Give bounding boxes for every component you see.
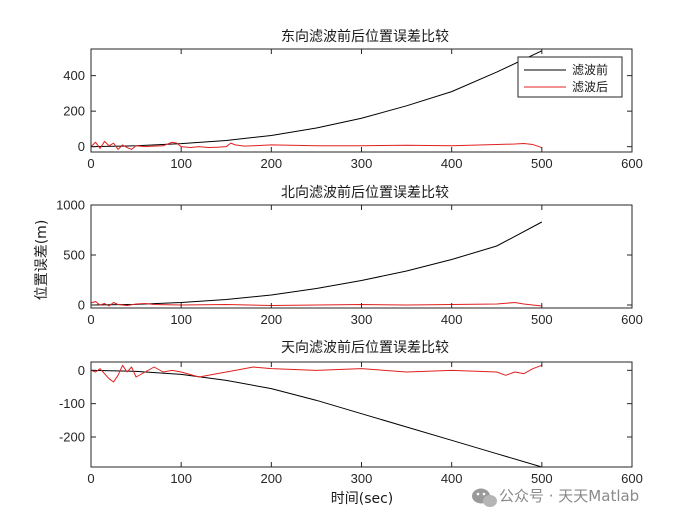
- x-axis-label: 时间(sec): [331, 491, 394, 507]
- subplot-title-up: 天向滤波前后位置误差比较: [281, 339, 449, 356]
- series-line-after-east: [90, 140, 542, 150]
- x-tick-label-up: 0: [87, 471, 94, 486]
- subplot-title-north: 北向滤波前后位置误差比较: [281, 184, 449, 201]
- legend-label-before: 滤波前: [572, 62, 608, 77]
- y-axis-label: 位置误差(m): [34, 220, 50, 301]
- x-tick-label-up: 500: [531, 471, 553, 486]
- y-tick-label-east: 400: [63, 68, 85, 83]
- watermark-text: 公众号 · 天天Matlab: [499, 487, 639, 505]
- plot-area-north: [91, 205, 632, 308]
- x-tick-label-north: 400: [441, 312, 463, 327]
- x-tick-label-east: 300: [351, 156, 373, 171]
- y-tick-label-north: 500: [63, 248, 85, 263]
- y-tick-label-up: -200: [59, 430, 85, 445]
- subplot-east: 东向滤波前后位置误差比较 0 100 200 300 400 500 600 0 200 400: [63, 28, 643, 171]
- x-tick-label-east: 600: [621, 156, 643, 171]
- x-tick-label-north: 200: [260, 312, 282, 327]
- x-tick-label-up: 400: [441, 471, 463, 486]
- x-tick-label-up: 100: [170, 471, 192, 486]
- x-tick-label-north: 300: [351, 312, 373, 327]
- y-tick-label-up: 0: [78, 363, 85, 378]
- series-line-after-up: [90, 364, 543, 383]
- y-tick-label-up: -100: [59, 396, 85, 411]
- series-line-before-north: [90, 221, 543, 306]
- series-line-before-up: [90, 369, 542, 468]
- y-tick-label-north: 1000: [56, 198, 85, 213]
- watermark: 公众号 · 天天Matlab: [472, 487, 639, 507]
- x-tick-label-east: 100: [170, 156, 192, 171]
- y-tick-label-east: 0: [78, 139, 85, 154]
- x-tick-label-east: 400: [441, 156, 463, 171]
- plot-area-up: [91, 362, 632, 467]
- x-tick-label-up: 600: [621, 471, 643, 486]
- x-tick-label-up: 200: [260, 471, 282, 486]
- wechat-icon: [472, 488, 497, 507]
- y-tick-label-east: 200: [63, 104, 85, 119]
- y-tick-label-north: 0: [78, 298, 85, 313]
- x-tick-label-north: 500: [531, 312, 553, 327]
- x-tick-label-up: 300: [351, 471, 373, 486]
- x-tick-label-east: 500: [531, 156, 553, 171]
- legend-box: [517, 56, 623, 98]
- series-line-after-north: [90, 301, 542, 307]
- legend: 滤波前 滤波后: [517, 56, 623, 98]
- subplot-north: 北向滤波前后位置误差比较 0 100 200 300 400 500 600 0 500 1000: [56, 184, 643, 327]
- x-tick-label-north: 100: [170, 312, 192, 327]
- x-tick-label-north: 0: [87, 312, 94, 327]
- x-tick-label-east: 0: [87, 156, 94, 171]
- x-tick-label-north: 600: [621, 312, 643, 327]
- x-tick-label-east: 200: [260, 156, 282, 171]
- legend-label-after: 滤波后: [572, 80, 608, 94]
- subplot-up: 天向滤波前后位置误差比较 0 100 200 300 400 500 600 -200 -100…: [59, 339, 643, 486]
- subplot-title-east: 东向滤波前后位置误差比较: [281, 28, 449, 45]
